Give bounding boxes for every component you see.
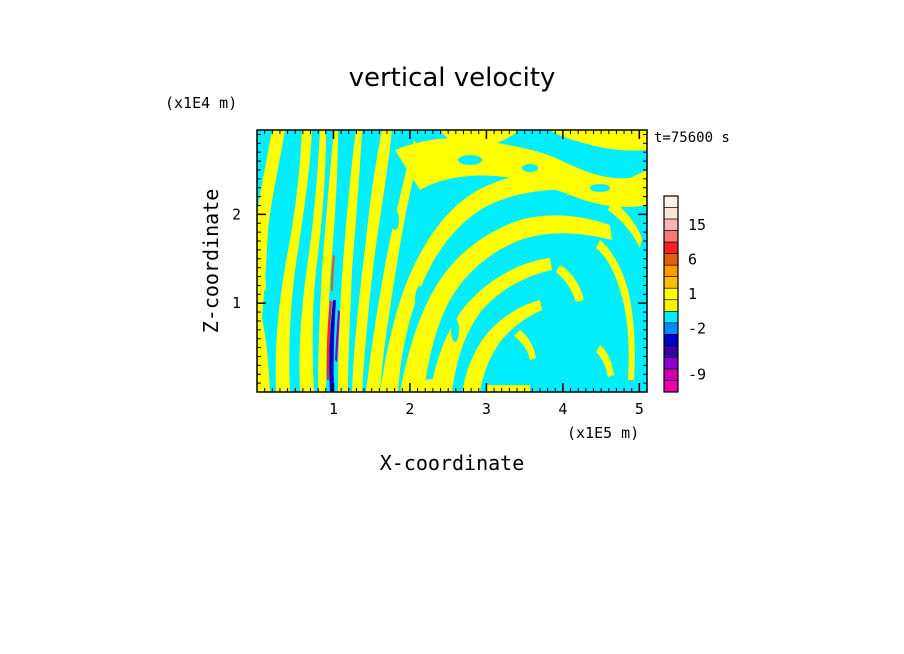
chart-title: vertical velocity bbox=[349, 63, 556, 93]
y-scale-label: (x1E4 m) bbox=[165, 94, 237, 112]
negative-patches bbox=[391, 155, 610, 342]
colorbar bbox=[663, 195, 679, 393]
colorbar-band bbox=[663, 264, 679, 278]
y-axis: 12 bbox=[232, 205, 647, 312]
colorbar-band bbox=[663, 218, 679, 231]
y-axis-label: Z-coordinate bbox=[199, 189, 223, 334]
plot-area bbox=[257, 130, 647, 392]
colorbar-band bbox=[663, 253, 679, 266]
colorbar-band bbox=[663, 310, 679, 324]
colorbar-band bbox=[663, 345, 679, 358]
colorbar-band bbox=[663, 241, 679, 254]
colorbar-band bbox=[663, 276, 679, 289]
y-tick-label: 2 bbox=[232, 205, 241, 223]
colorbar-band bbox=[663, 299, 679, 312]
colorbar-band bbox=[663, 368, 679, 381]
colorbar-band bbox=[663, 195, 679, 208]
y-tick-label: 1 bbox=[232, 294, 241, 312]
colorbar-frame bbox=[663, 195, 679, 393]
positive-regions bbox=[257, 130, 647, 392]
x-tick-label: 1 bbox=[329, 400, 338, 418]
x-axis-label: X-coordinate bbox=[380, 451, 525, 475]
x-tick-label: 5 bbox=[635, 400, 644, 418]
colorbar-label: -9 bbox=[688, 366, 706, 384]
colorbar-band bbox=[663, 380, 679, 393]
x-tick-label: 4 bbox=[558, 400, 567, 418]
plot-frame bbox=[256, 129, 648, 393]
colorbar-label: 1 bbox=[688, 285, 697, 303]
colorbar-label: -2 bbox=[688, 320, 706, 338]
colorbar-band bbox=[663, 322, 679, 335]
colorbar-band bbox=[663, 207, 679, 220]
x-axis: 1 2 3 4 5 bbox=[329, 130, 644, 418]
colorbar-labels: 15 6 1 -2 -9 bbox=[688, 216, 706, 384]
x-tick-label: 2 bbox=[405, 400, 414, 418]
x-scale-label: (x1E5 m) bbox=[567, 424, 639, 442]
time-label: t=75600 s bbox=[654, 130, 730, 146]
updraft-core bbox=[326, 255, 340, 392]
colorbar-band bbox=[663, 230, 679, 243]
colorbar-band bbox=[663, 357, 679, 370]
colorbar-band bbox=[663, 287, 679, 301]
colorbar-band bbox=[663, 334, 679, 347]
colorbar-label: 6 bbox=[688, 250, 697, 268]
colorbar-label: 15 bbox=[688, 216, 706, 234]
x-tick-label: 3 bbox=[482, 400, 491, 418]
